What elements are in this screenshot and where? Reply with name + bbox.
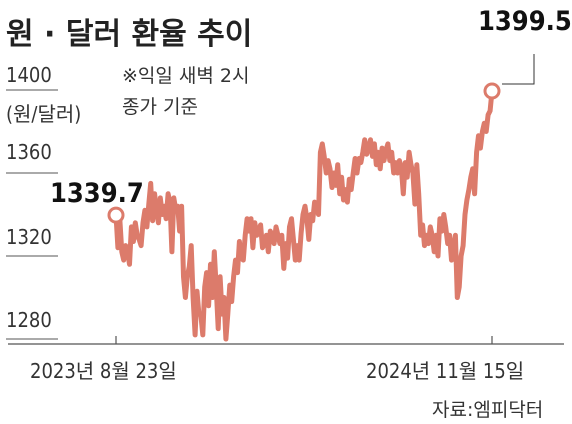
start-point-marker [107, 206, 125, 224]
y-tick-1320: 1320 [6, 225, 52, 249]
end-point-marker [483, 82, 501, 100]
rate-line [113, 88, 495, 342]
y-tick-marks [6, 89, 58, 340]
start-value-label: 1339.7 [50, 178, 144, 209]
note-line-1: ※익일 새벽 2시 [122, 65, 250, 87]
y-tick-1360: 1360 [6, 140, 52, 164]
note-line-2: 종가 기준 [122, 96, 198, 118]
x-label-start: 2023년 8월 23일 [30, 359, 177, 383]
x-label-end: 2024년 11월 15일 [366, 359, 524, 383]
end-value-label: 1399.5 [478, 6, 572, 37]
source-label: 자료:엠피닥터 [432, 399, 543, 421]
chart-title: 원 · 달러 환율 추이 [6, 17, 252, 52]
rate-series [107, 82, 501, 342]
y-tick-1280: 1280 [6, 308, 52, 332]
y-tick-1400: 1400 [6, 63, 52, 87]
y-axis-unit: (원/달러) [6, 102, 81, 126]
end-callout-leader [502, 54, 535, 85]
